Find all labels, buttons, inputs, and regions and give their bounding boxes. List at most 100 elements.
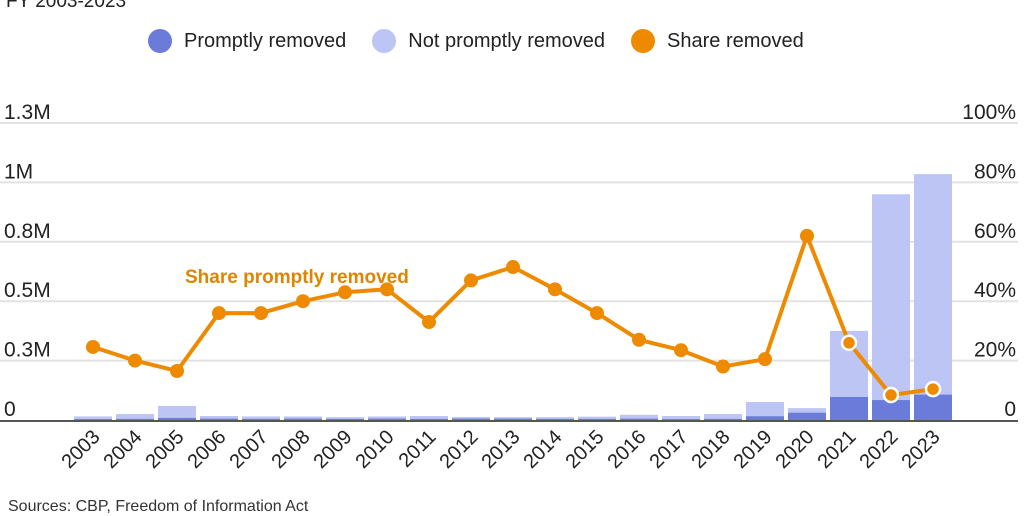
x-tick-label: 2018 <box>688 426 735 473</box>
left-tick-label: 1.3M <box>4 101 51 124</box>
share-point <box>800 228 814 243</box>
bar-not-promptly <box>620 414 658 419</box>
right-tick-label: 0 <box>1004 398 1016 421</box>
left-tick-label: 0.5M <box>4 279 51 302</box>
legend-item-not-promptly: Not promptly removed <box>372 29 605 53</box>
left-tick-label: 0 <box>4 398 16 421</box>
share-point <box>632 332 646 347</box>
bar-not-promptly <box>200 415 238 419</box>
share-point <box>170 363 184 378</box>
bar-not-promptly <box>242 416 280 419</box>
legend-item-promptly: Promptly removed <box>148 29 346 53</box>
share-point <box>590 306 604 321</box>
share-point <box>882 386 900 404</box>
bar-promptly <box>620 418 658 420</box>
bar-promptly <box>284 418 322 420</box>
x-tick-label: 2019 <box>730 426 777 473</box>
bar-promptly <box>788 412 826 420</box>
share-point <box>254 306 268 321</box>
legend-label: Promptly removed <box>184 29 347 52</box>
x-tick-label: 2017 <box>646 426 693 473</box>
bar-not-promptly <box>788 408 826 413</box>
share-point <box>380 282 394 297</box>
source-note: Sources: CBP, Freedom of Information Act <box>8 498 309 515</box>
x-tick-label: 2023 <box>898 426 945 473</box>
legend-item-share: Share removed <box>631 29 804 53</box>
left-tick-label: 0.8M <box>4 220 51 243</box>
bar-promptly <box>746 416 784 420</box>
bar-promptly <box>326 418 364 420</box>
bar-promptly <box>704 418 742 420</box>
bar-not-promptly <box>158 405 196 418</box>
share-point <box>716 359 730 374</box>
x-tick-label: 2005 <box>142 426 189 473</box>
bar-not-promptly <box>746 401 784 417</box>
bar-not-promptly <box>536 417 574 419</box>
share-annotation: Share promptly removed <box>185 267 409 288</box>
x-tick-label: 2006 <box>184 426 231 473</box>
bar-promptly <box>242 418 280 420</box>
bar-promptly <box>536 418 574 420</box>
x-tick-label: 2008 <box>268 426 315 473</box>
bar-promptly <box>914 394 952 420</box>
bar-not-promptly <box>914 174 952 395</box>
share-point <box>840 334 858 352</box>
share-point <box>674 343 688 358</box>
x-tick-label: 2010 <box>352 426 399 473</box>
share-point <box>128 353 142 368</box>
legend: Promptly removed Not promptly removed Sh… <box>148 29 804 53</box>
bar-promptly <box>410 418 448 420</box>
bar-promptly <box>830 396 868 420</box>
bar-promptly <box>158 417 196 420</box>
left-tick-label: 0.3M <box>4 339 51 362</box>
x-tick-label: 2012 <box>436 426 483 473</box>
bar-not-promptly <box>284 416 322 419</box>
bar-promptly <box>662 419 700 420</box>
bar-promptly <box>452 418 490 420</box>
x-tick-label: 2021 <box>814 426 861 473</box>
chart-subtitle: FY 2003-2023 <box>6 0 127 12</box>
right-tick-label: 20% <box>974 339 1016 362</box>
bar-not-promptly <box>872 194 910 401</box>
share-point <box>212 306 226 321</box>
bar-promptly <box>872 400 910 420</box>
legend-label: Not promptly removed <box>408 29 606 52</box>
x-tick-label: 2022 <box>856 426 903 473</box>
legend-swatch <box>148 29 172 53</box>
bar-promptly <box>494 418 532 420</box>
x-tick-label: 2020 <box>772 426 819 473</box>
right-tick-label: 80% <box>974 160 1016 183</box>
bar-not-promptly <box>410 415 448 419</box>
bar-promptly <box>116 418 154 420</box>
bar-promptly <box>368 418 406 420</box>
share-point <box>86 339 100 354</box>
bar-promptly <box>74 419 112 420</box>
share-point <box>296 294 310 309</box>
bar-not-promptly <box>368 416 406 419</box>
x-tick-label: 2016 <box>604 426 651 473</box>
share-point <box>548 282 562 297</box>
bar-not-promptly <box>704 414 742 419</box>
bar-promptly <box>578 418 616 420</box>
share-point <box>338 285 352 300</box>
legend-swatch <box>631 29 656 53</box>
bar-not-promptly <box>326 417 364 419</box>
share-point <box>464 273 478 288</box>
bar-not-promptly <box>494 417 532 419</box>
x-tick-label: 2011 <box>395 426 441 472</box>
x-tick-label: 2003 <box>58 426 105 473</box>
bar-not-promptly <box>578 416 616 419</box>
bar-not-promptly <box>452 416 490 419</box>
left-tick-label: 1M <box>4 160 33 183</box>
right-tick-label: 60% <box>974 220 1016 243</box>
x-tick-label: 2013 <box>478 426 525 473</box>
bar-promptly <box>200 418 238 420</box>
x-tick-label: 2007 <box>226 426 273 473</box>
legend-swatch <box>372 29 397 53</box>
share-point <box>506 260 520 275</box>
bar-not-promptly <box>116 414 154 419</box>
bar-not-promptly <box>74 416 112 420</box>
x-tick-label: 2009 <box>310 426 357 473</box>
